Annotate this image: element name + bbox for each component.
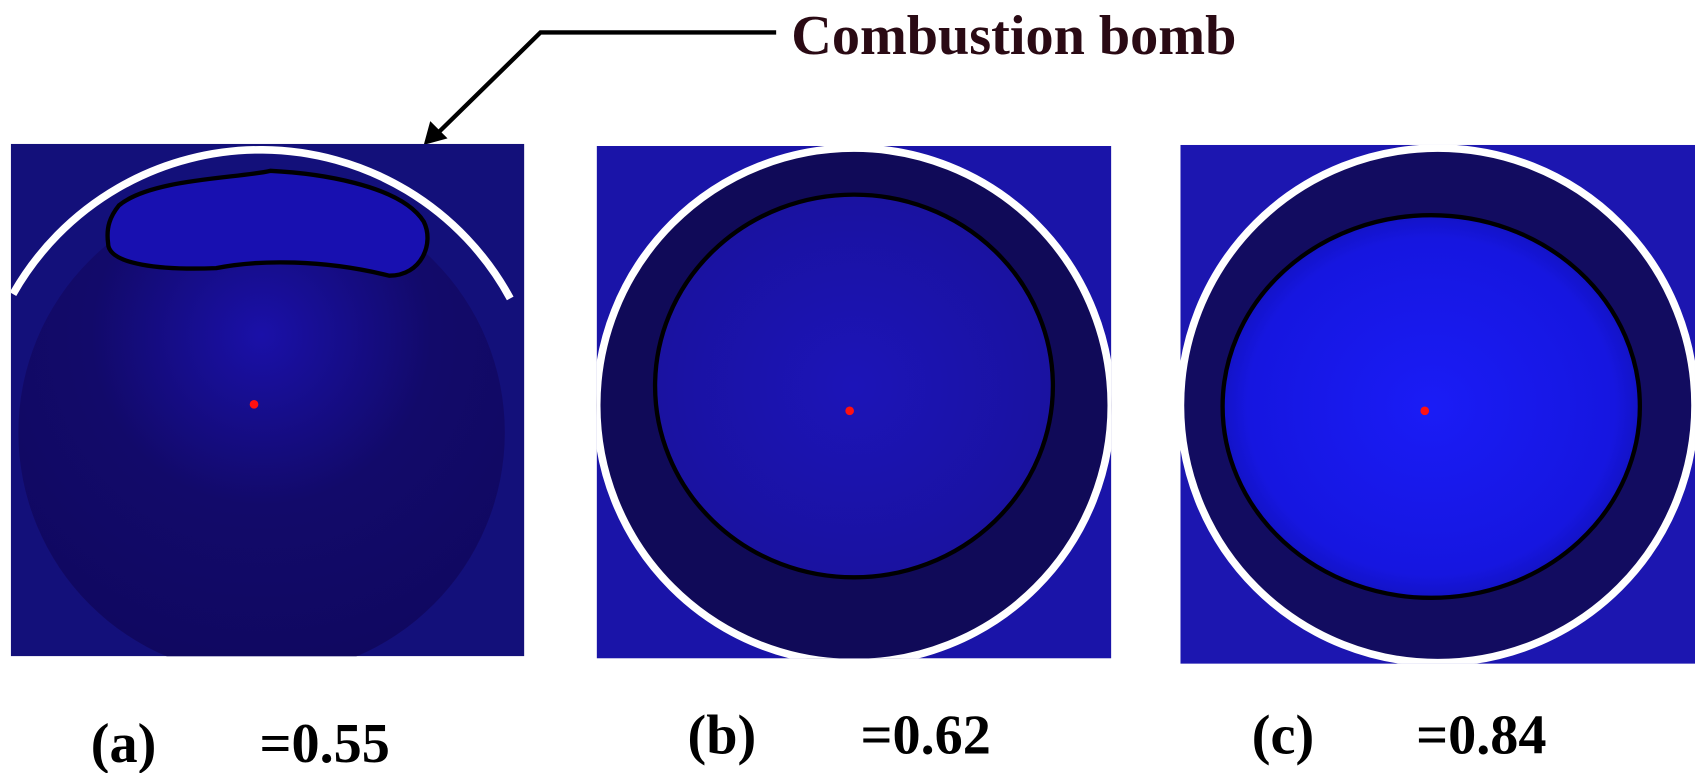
panel-a: [11, 144, 524, 676]
spark: [250, 400, 259, 409]
arrow: [435, 32, 777, 136]
annotation: Combustion bomb: [791, 5, 1236, 67]
panel-b: [597, 146, 1112, 663]
panel-caption: =0.62: [860, 704, 990, 766]
panel-caption: =0.55: [259, 713, 389, 773]
panel-label: (b): [688, 704, 757, 766]
flame-front: [655, 195, 1053, 578]
panel-label: (c): [1252, 704, 1314, 766]
panel-caption: =0.84: [1416, 704, 1546, 766]
flame-front: [1223, 215, 1640, 598]
panel-label: (a): [91, 713, 157, 773]
spark: [845, 406, 854, 415]
page: {"annotation": "Combustion bomb", "panel…: [0, 0, 1695, 773]
figure: Combustion bomb (a) =0.55 (b) =0.62 (c) …: [0, 0, 1695, 773]
spark: [1420, 406, 1429, 415]
panel-c: [1180, 145, 1695, 664]
